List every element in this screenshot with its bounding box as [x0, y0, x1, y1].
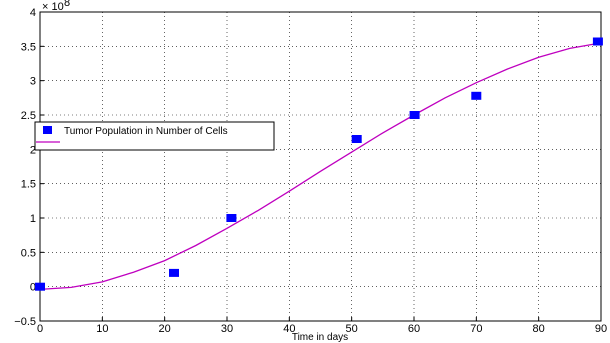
data-point-marker [226, 214, 237, 222]
x-tick-label: 50 [346, 323, 358, 335]
data-point-marker [351, 135, 362, 143]
x-tick-label: 60 [408, 323, 420, 335]
y-axis-ticks: −0.5 0 0.5 1 1.5 2 2.5 3 3.5 4 [14, 7, 44, 328]
x-tick-label: 10 [96, 323, 108, 335]
y-tick-label: 1.5 [21, 179, 36, 191]
legend-label: Tumor Population in Number of Cells [64, 126, 228, 137]
data-markers [35, 37, 603, 291]
y-tick-label: 0 [30, 282, 36, 294]
data-point-marker [471, 91, 482, 100]
y-tick-label: 4 [30, 7, 36, 19]
data-point-marker [592, 37, 603, 46]
y-tick-label: 2.5 [21, 110, 36, 122]
y-tick-label: 0.5 [21, 247, 36, 259]
y-scale-label: × 10 [42, 1, 64, 13]
fitted-curve-line [39, 42, 602, 291]
y-tick-label: 1 [30, 213, 36, 225]
x-axis-ticks: 0 10 20 30 40 50 60 70 80 90 [37, 317, 607, 335]
x-tick-label: 20 [159, 323, 171, 335]
data-point-marker [169, 268, 179, 277]
data-point-marker [35, 282, 45, 291]
y-tick-label: −0.5 [14, 316, 36, 328]
plot-area [39, 11, 602, 322]
x-tick-label: 70 [470, 323, 482, 335]
x-tick-label: 40 [283, 323, 295, 335]
x-tick-label: 90 [595, 323, 607, 335]
y-tick-label: 3 [30, 76, 36, 88]
grid-lines [40, 12, 601, 321]
data-point-marker [409, 111, 420, 119]
x-tick-label: 0 [37, 323, 43, 335]
x-tick-label: 30 [221, 323, 233, 335]
legend: Tumor Population in Number of Cells [34, 121, 275, 151]
y-tick-label: 3.5 [21, 41, 36, 53]
x-axis-label: Time in days [292, 332, 348, 343]
y-tick-label: 2 [30, 144, 36, 156]
legend-box [34, 121, 275, 151]
y-scale-exponent: 8 [64, 0, 70, 9]
x-tick-label: 80 [533, 323, 545, 335]
legend-marker-icon [43, 126, 52, 134]
